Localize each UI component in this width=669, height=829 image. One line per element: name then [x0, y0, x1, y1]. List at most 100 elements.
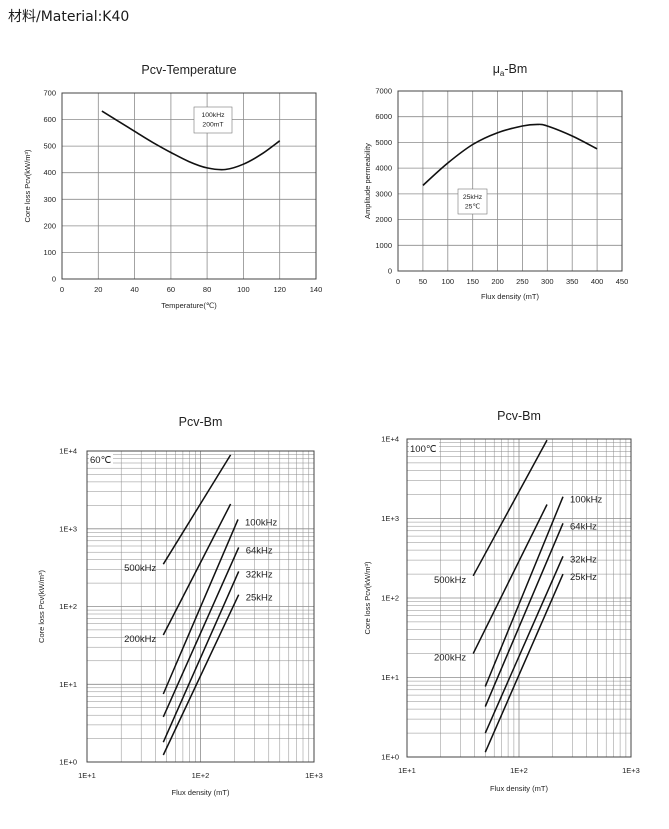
- chart-title-subscript: a: [500, 69, 505, 78]
- y-axis-label: Core loss Pcv(kW/m³): [37, 570, 46, 643]
- annotation-text: 60℃: [90, 455, 112, 466]
- x-axis-label: Flux density (mT): [172, 788, 230, 797]
- series-label: 25kHz: [246, 593, 273, 604]
- series-line-32kHz: [162, 571, 240, 743]
- chart-title-suffix: -Bm: [504, 62, 527, 76]
- x-tick-label: 60: [167, 285, 175, 294]
- y-tick-label: 1E+3: [59, 524, 77, 533]
- y-tick-label: 2000: [375, 215, 392, 224]
- series-line-500kHz: [472, 439, 548, 577]
- chart-title: μa-Bm: [493, 62, 528, 78]
- plot-frame: [86, 450, 315, 763]
- x-tick-label: 100: [237, 285, 250, 294]
- series-line-25kHz: [484, 573, 564, 753]
- plot-grid: [397, 90, 623, 272]
- x-tick-label: 40: [130, 285, 138, 294]
- x-tick-label: 400: [591, 277, 604, 286]
- chart-title: Pcv-Bm: [497, 409, 541, 423]
- x-axis-label: Temperature(℃): [161, 301, 217, 310]
- condition-annotation: 100kHz 200mT: [193, 106, 233, 134]
- chart-panel-4: 1E+1 1E+2 1E+3 1E+0 1E+1 1E+2 1E+3 1E+4 Pcv-Bm Fl…: [363, 409, 640, 793]
- x-tick-label: 1E+1: [78, 771, 96, 780]
- material-title: 材料/Material:K40: [8, 9, 130, 25]
- x-axis-label: Flux density (mT): [490, 784, 548, 793]
- chart-title: Pcv-Bm: [179, 415, 223, 429]
- y-tick-label: 600: [43, 115, 56, 124]
- y-tick-label: 200: [43, 221, 56, 230]
- x-axis-label: Flux density (mT): [481, 292, 539, 301]
- series-line-25kHz: [162, 594, 240, 756]
- series-label: 500kHz: [434, 575, 466, 586]
- chart-panel-3: 1E+1 1E+2 1E+31E+01E+11E+21E+31E+4Pcv-BmFl…: [37, 415, 323, 797]
- plot-frame: [61, 92, 317, 280]
- x-tick-label: 450: [616, 277, 629, 286]
- y-tick-label: 700: [43, 89, 56, 98]
- series-curve: [422, 123, 598, 186]
- series-line-32kHz: [484, 555, 564, 734]
- y-tick-label: 1E+2: [59, 602, 77, 611]
- y-tick-label: 1E+0: [59, 758, 77, 767]
- x-tick-label: 140: [310, 285, 323, 294]
- condition-annotation: 25kHz 25℃: [457, 188, 488, 215]
- y-tick-label: 4000: [375, 164, 392, 173]
- series-label: 64kHz: [570, 521, 597, 532]
- series-label: 200kHz: [124, 634, 156, 645]
- x-tick-label: 120: [273, 285, 286, 294]
- y-tick-label: 500: [43, 142, 56, 151]
- x-tick-label: 1E+3: [305, 771, 323, 780]
- annotation-text: 25kHz: [463, 194, 483, 201]
- series-curve: [101, 110, 281, 171]
- y-tick-label: 3000: [375, 189, 392, 198]
- y-tick-label: 0: [52, 275, 56, 284]
- y-tick-label: 1E+1: [59, 680, 77, 689]
- series-line-500kHz: [162, 454, 232, 565]
- y-tick-label: 1E+4: [381, 435, 399, 444]
- chart-title-symbol: μ: [493, 62, 500, 76]
- series-line-64kHz: [484, 523, 564, 707]
- x-tick-label: 1E+3: [622, 766, 640, 775]
- y-axis-label: Core loss Pcv(kW/m³): [363, 561, 372, 634]
- series-label: 100kHz: [570, 495, 602, 506]
- annotation-text: 100kHz: [201, 112, 225, 119]
- x-tick-label: 80: [203, 285, 211, 294]
- y-tick-label: 1000: [375, 241, 392, 250]
- annotation-text: 100℃: [410, 444, 437, 455]
- annotation-text: 200mT: [202, 122, 223, 129]
- series-label: 100kHz: [245, 517, 277, 528]
- plot-grid: [406, 438, 632, 758]
- series-label: 25kHz: [570, 572, 597, 583]
- y-tick-label: 100: [43, 248, 56, 257]
- y-tick-label: 1E+0: [381, 753, 399, 762]
- condition-annotation: 60℃: [89, 453, 113, 466]
- plot-frame: [397, 90, 623, 272]
- condition-annotation: 100℃: [409, 442, 439, 455]
- series-line-100kHz: [162, 519, 239, 695]
- series-label: 32kHz: [246, 569, 273, 580]
- x-tick-label: 250: [516, 277, 529, 286]
- x-tick-label: 0: [396, 277, 400, 286]
- annotation-text: 25℃: [465, 204, 481, 211]
- x-tick-label: 20: [94, 285, 102, 294]
- y-tick-label: 300: [43, 195, 56, 204]
- x-tick-label: 1E+2: [510, 766, 528, 775]
- series-line-200kHz: [162, 503, 232, 636]
- annotation-box: [409, 442, 439, 454]
- x-tick-label: 300: [541, 277, 554, 286]
- y-tick-label: 400: [43, 168, 56, 177]
- series-label: 500kHz: [124, 563, 156, 574]
- series-label: 32kHz: [570, 554, 597, 565]
- plot-frame: [406, 438, 632, 758]
- x-tick-label: 100: [442, 277, 455, 286]
- plot-grid: [61, 92, 317, 280]
- series-line-200kHz: [472, 504, 548, 654]
- x-tick-label: 200: [491, 277, 504, 286]
- y-axis-label: Core loss Pcv(kW/m³): [23, 149, 32, 222]
- y-tick-label: 1E+1: [381, 673, 399, 682]
- x-tick-label: 350: [566, 277, 579, 286]
- series-line-64kHz: [162, 547, 240, 718]
- annotation-box: [193, 106, 233, 134]
- y-tick-label: 1E+4: [59, 447, 77, 456]
- annotation-box: [89, 453, 113, 465]
- y-tick-label: 5000: [375, 138, 392, 147]
